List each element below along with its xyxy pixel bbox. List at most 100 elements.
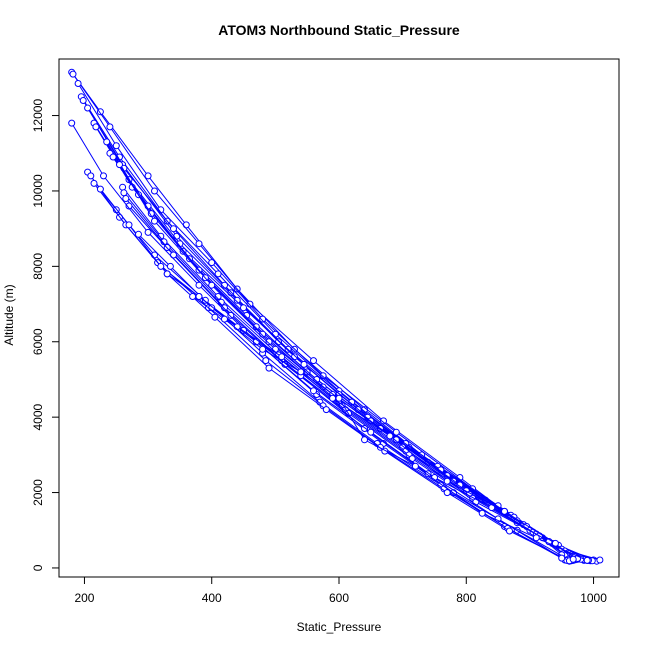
data-point	[112, 142, 120, 150]
x-axis-label: Static_Pressure	[297, 620, 382, 634]
plot-frame	[58, 58, 620, 578]
series-24	[189, 293, 591, 564]
series-layer	[68, 68, 604, 565]
data-point	[259, 330, 267, 338]
series-line	[93, 183, 570, 562]
y-axis-label: Altitude (m)	[2, 284, 16, 345]
series-line	[166, 273, 574, 560]
series-line	[100, 188, 562, 559]
data-point	[240, 304, 247, 312]
data-point	[163, 270, 171, 278]
data-point	[74, 80, 82, 87]
data-point	[478, 509, 486, 517]
data-point	[122, 195, 130, 202]
data-point	[265, 364, 273, 372]
y-tick-label: 2000	[31, 479, 45, 506]
data-point	[92, 123, 100, 131]
data-point	[233, 296, 241, 304]
data-point	[310, 387, 317, 395]
data-point	[443, 489, 451, 497]
data-point	[532, 534, 540, 542]
data-point	[583, 556, 591, 564]
data-point	[79, 97, 87, 104]
data-point	[367, 428, 375, 436]
data-point	[157, 262, 165, 270]
data-point	[300, 360, 308, 368]
x-tick-label: 200	[74, 591, 94, 605]
data-point	[68, 119, 76, 127]
data-point	[144, 228, 152, 236]
data-point	[443, 477, 451, 485]
data-point	[195, 281, 203, 289]
data-point	[259, 345, 267, 353]
y-tick-label: 10000	[31, 174, 45, 208]
data-point	[84, 104, 92, 112]
data-point	[87, 172, 95, 180]
x-tick-label: 400	[202, 591, 222, 605]
data-point	[151, 187, 158, 195]
data-point	[569, 555, 577, 563]
data-point	[262, 357, 270, 365]
data-point	[144, 172, 152, 180]
x-tick-label: 600	[329, 591, 349, 605]
data-point	[166, 262, 174, 270]
data-point	[259, 315, 267, 323]
data-point	[119, 183, 127, 191]
data-point	[227, 311, 235, 319]
data-point	[214, 270, 222, 278]
y-tick-label: 0	[31, 564, 45, 571]
data-point	[96, 185, 104, 193]
data-point	[208, 259, 216, 267]
series-line	[87, 171, 566, 561]
series-23	[163, 270, 577, 563]
data-point	[135, 230, 142, 238]
data-point	[278, 353, 286, 361]
data-point	[201, 296, 209, 304]
data-point	[109, 153, 117, 161]
data-point	[297, 368, 305, 376]
data-point	[100, 172, 107, 180]
data-point	[106, 123, 114, 131]
data-point	[329, 394, 337, 402]
data-point	[310, 357, 317, 365]
data-point	[120, 189, 128, 197]
data-point	[189, 293, 197, 300]
data-point	[227, 289, 235, 297]
data-point	[501, 507, 508, 515]
data-point	[182, 221, 190, 229]
data-point	[265, 338, 273, 346]
data-point	[125, 221, 133, 229]
y-tick-label: 6000	[31, 328, 45, 355]
data-point	[506, 527, 513, 535]
data-point	[380, 417, 387, 425]
data-point	[411, 462, 419, 470]
y-tick-label: 8000	[31, 253, 45, 280]
data-point	[103, 138, 111, 146]
y-tick-label: 4000	[31, 403, 45, 430]
x-tick-label: 1000	[580, 591, 607, 605]
data-point	[90, 179, 98, 187]
data-point	[386, 432, 394, 440]
data-point	[558, 554, 566, 562]
data-point	[211, 313, 219, 321]
data-point	[361, 436, 368, 444]
data-point	[116, 161, 123, 169]
data-point	[596, 556, 604, 564]
data-point	[69, 70, 77, 78]
data-point	[221, 315, 228, 323]
data-point	[151, 217, 158, 225]
data-point	[195, 240, 203, 248]
data-point	[335, 394, 343, 402]
data-point	[322, 406, 330, 414]
data-point	[195, 293, 203, 300]
series-21	[96, 185, 566, 562]
x-tick-label: 800	[456, 591, 476, 605]
series-line	[138, 233, 578, 559]
data-point	[208, 281, 216, 289]
y-tick-label: 12000	[31, 99, 45, 133]
series-line	[192, 296, 588, 561]
data-point	[170, 225, 177, 233]
chart-title: ATOM3 Northbound Static_Pressure	[218, 22, 460, 38]
